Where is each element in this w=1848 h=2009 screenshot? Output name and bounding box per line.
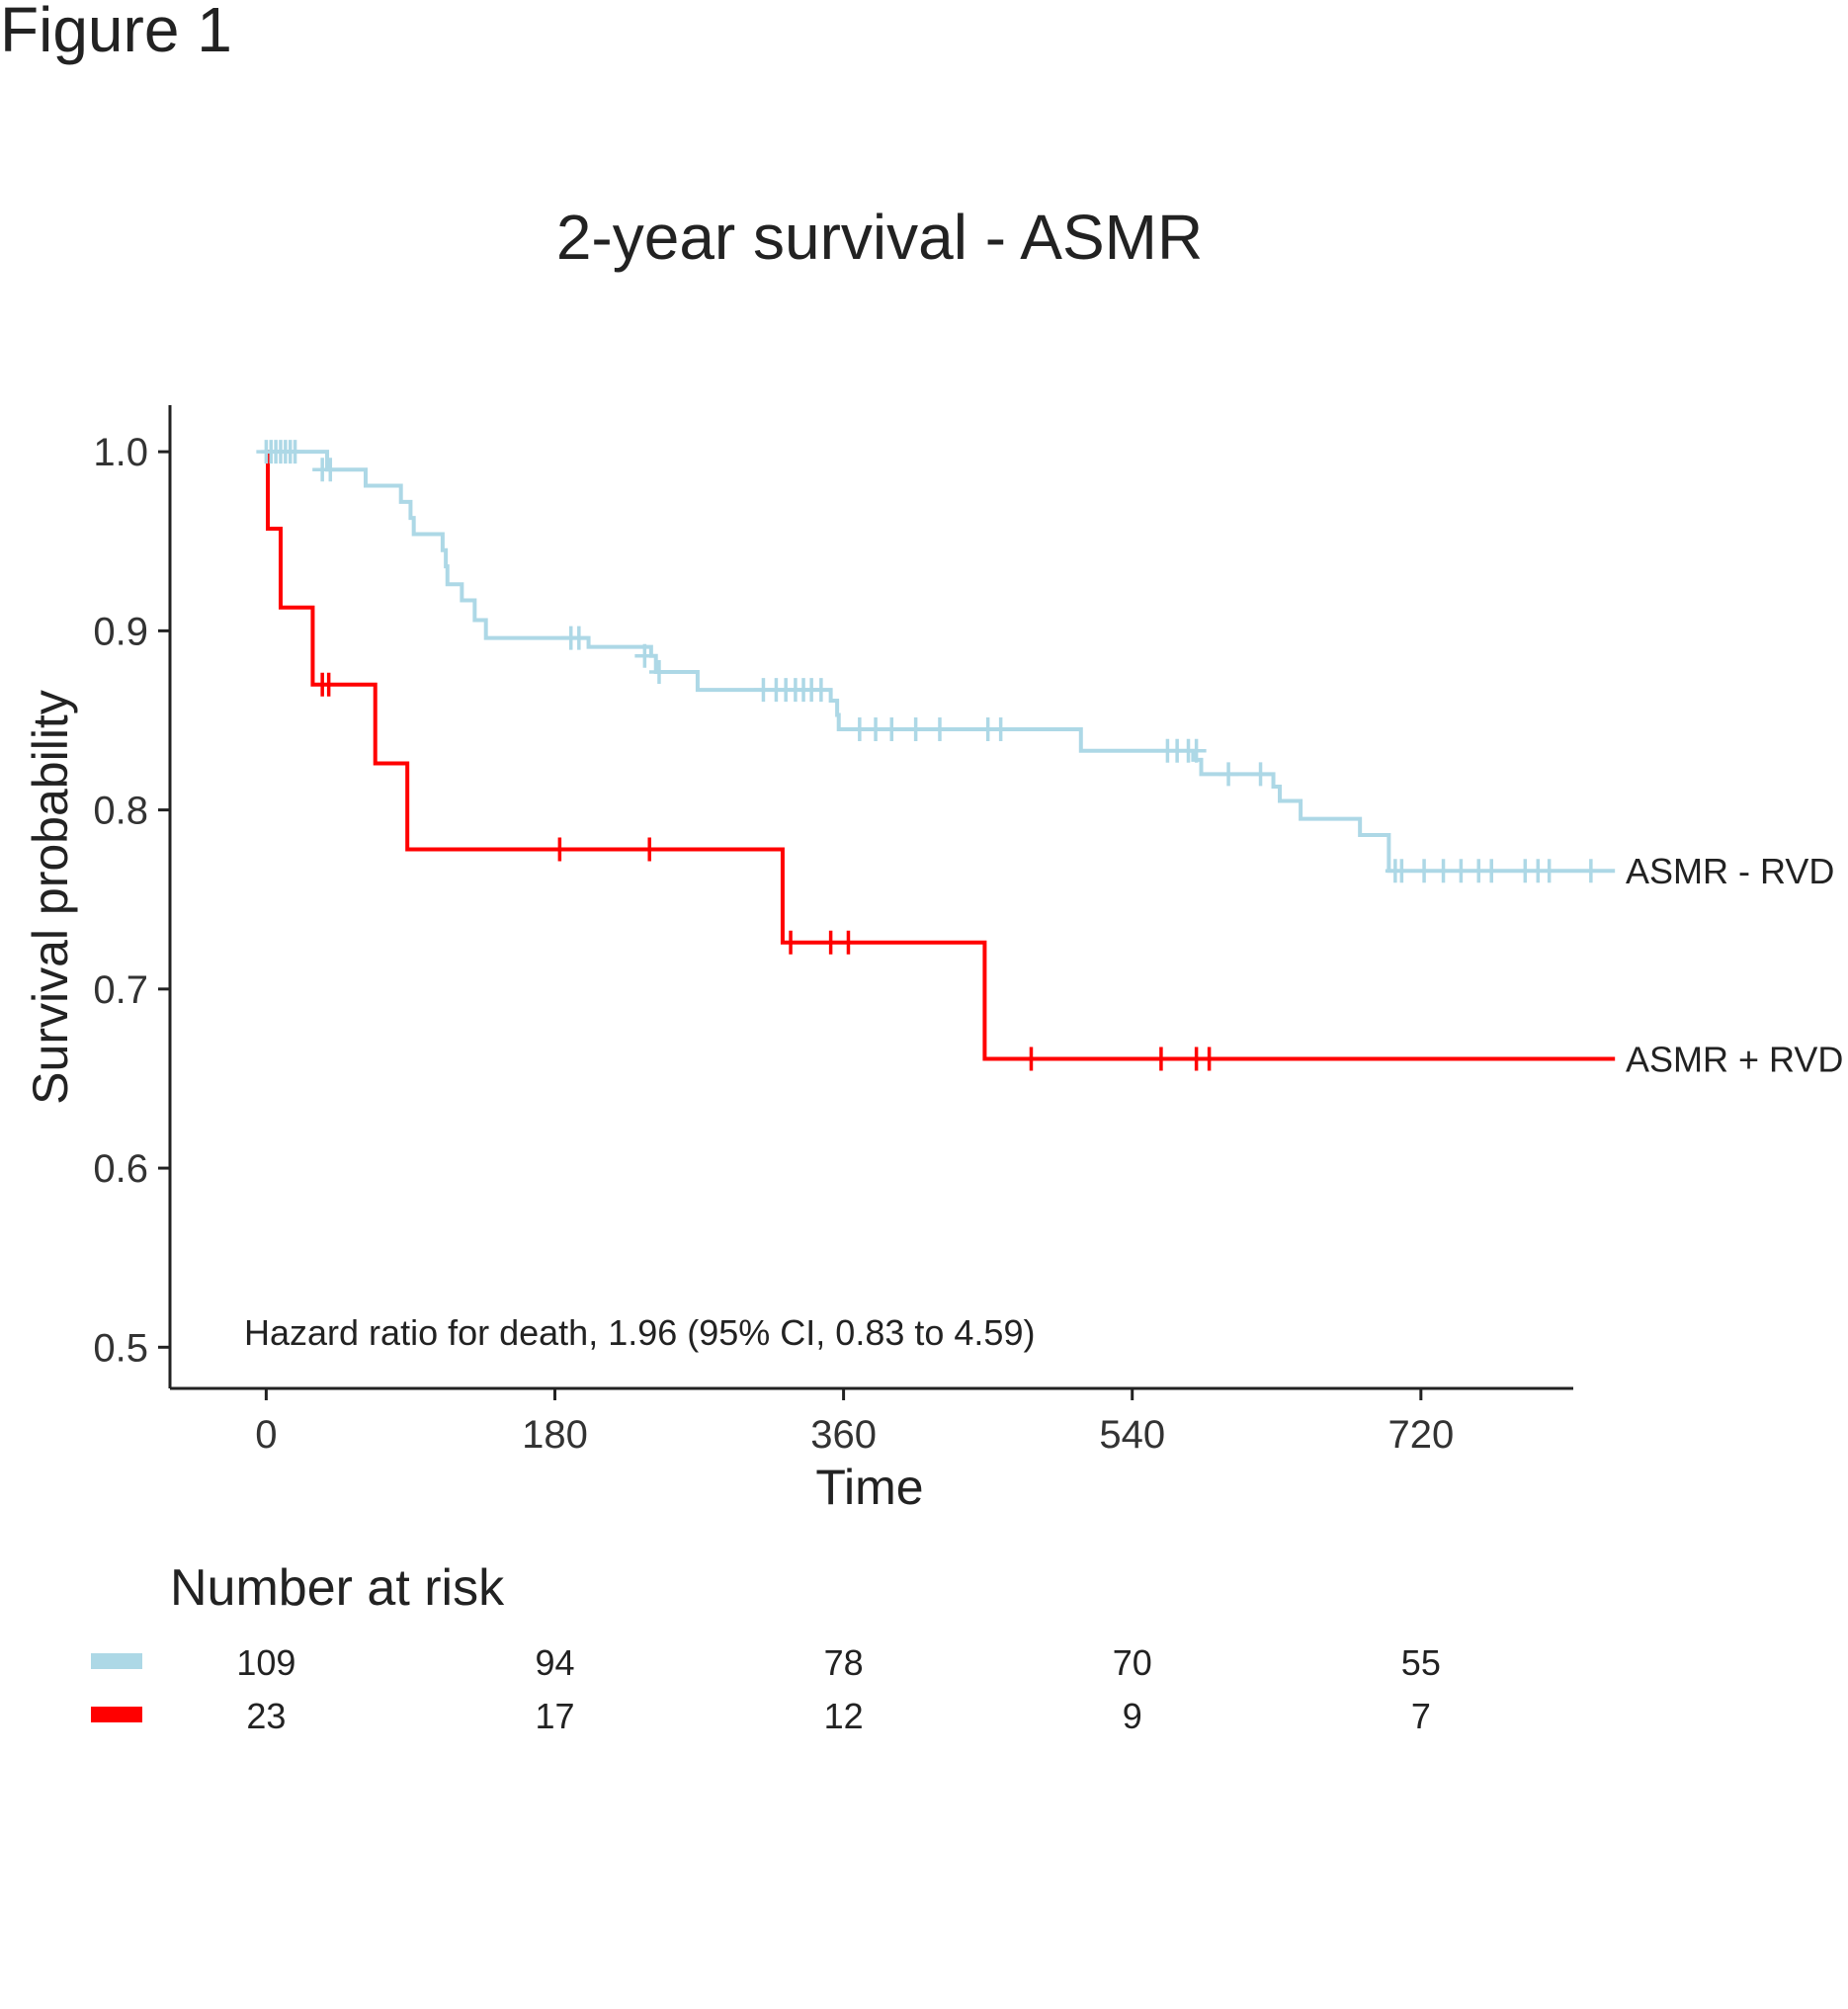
curve-asmr-minus-rvd	[266, 450, 1616, 874]
y-tick-label: 0.6	[93, 1147, 148, 1191]
censor-mark	[639, 837, 660, 862]
censor-mark	[1021, 1046, 1042, 1071]
risk-value: 23	[246, 1696, 286, 1736]
risk-legend-swatch	[91, 1707, 142, 1722]
censor-mark	[568, 626, 589, 650]
risk-value: 17	[535, 1696, 574, 1736]
censor-mark	[1186, 738, 1207, 763]
censor-mark	[1199, 1046, 1219, 1071]
censor-mark	[1250, 762, 1271, 787]
risk-value: 55	[1401, 1642, 1441, 1683]
y-tick-label: 0.9	[93, 610, 148, 653]
y-tick-label: 0.7	[93, 968, 148, 1012]
y-axis-label: Survival probability	[23, 690, 78, 1105]
risk-table-rows: 109 94 78 70 55 23 17 12 9 7	[91, 1642, 1441, 1736]
x-ticks: 0 180 360 540 720	[255, 1388, 1454, 1457]
censor-mark	[285, 440, 305, 464]
y-tick-label: 0.8	[93, 790, 148, 833]
x-axis-label: Time	[815, 1460, 923, 1515]
risk-value: 12	[824, 1696, 864, 1736]
risk-value: 7	[1411, 1696, 1431, 1736]
risk-value: 94	[535, 1642, 574, 1683]
series-label-asmr-minus-rvd: ASMR - RVD	[1626, 851, 1834, 891]
censor-mark	[905, 717, 926, 742]
censor-mark	[882, 717, 902, 742]
censor-mark	[1433, 859, 1454, 883]
censor-mark	[1539, 859, 1559, 883]
y-tick-label: 0.5	[93, 1326, 148, 1370]
censor-mark	[838, 930, 859, 955]
series-labels: ASMR - RVD ASMR + RVD	[1626, 851, 1843, 1079]
censor-mark	[781, 930, 801, 955]
censor-mark	[990, 717, 1011, 742]
x-tick-label: 720	[1387, 1413, 1454, 1457]
x-tick-label: 540	[1099, 1413, 1165, 1457]
x-tick-label: 180	[522, 1413, 588, 1457]
censor-mark	[1391, 859, 1412, 883]
risk-value: 9	[1123, 1696, 1142, 1736]
y-ticks: 0.5 0.6 0.7 0.8 0.9 1.0	[93, 431, 170, 1370]
censor-mark	[634, 643, 655, 668]
censor-marks	[256, 440, 1601, 1071]
x-tick-label: 360	[810, 1413, 877, 1457]
censor-mark	[810, 678, 831, 703]
series-label-asmr-plus-rvd: ASMR + RVD	[1626, 1040, 1843, 1080]
risk-value: 78	[824, 1642, 864, 1683]
x-tick-label: 0	[255, 1413, 277, 1457]
y-tick-label: 1.0	[93, 431, 148, 474]
curve-asmr-plus-rvd	[265, 450, 1616, 1061]
risk-legend-swatch	[91, 1653, 142, 1669]
figure-label: Figure 1	[0, 0, 232, 65]
chart-title: 2-year survival - ASMR	[556, 202, 1203, 273]
censor-mark	[318, 672, 339, 697]
censor-mark	[820, 930, 841, 955]
censor-mark	[320, 458, 341, 482]
censor-mark	[1150, 1046, 1171, 1071]
risk-value: 109	[236, 1642, 295, 1683]
censor-mark	[1451, 859, 1471, 883]
risk-value: 70	[1113, 1642, 1152, 1683]
censor-mark	[1580, 859, 1601, 883]
censor-mark	[929, 717, 950, 742]
hazard-ratio-annotation: Hazard ratio for death, 1.96 (95% CI, 0.…	[244, 1312, 1035, 1353]
censor-mark	[1218, 762, 1239, 787]
censor-mark	[1414, 859, 1435, 883]
plot-area: 0.5 0.6 0.7 0.8 0.9 1.0 0 180 360 540 720 ASMR - …	[93, 405, 1843, 1457]
censor-mark	[1481, 859, 1502, 883]
risk-table-title: Number at risk	[170, 1559, 505, 1617]
risk-table: Number at risk 109 94 78 70 55 23 17 12 9 7	[91, 1559, 1441, 1736]
censor-mark	[549, 837, 570, 862]
censor-mark	[648, 660, 669, 685]
survival-curves	[265, 450, 1616, 1061]
